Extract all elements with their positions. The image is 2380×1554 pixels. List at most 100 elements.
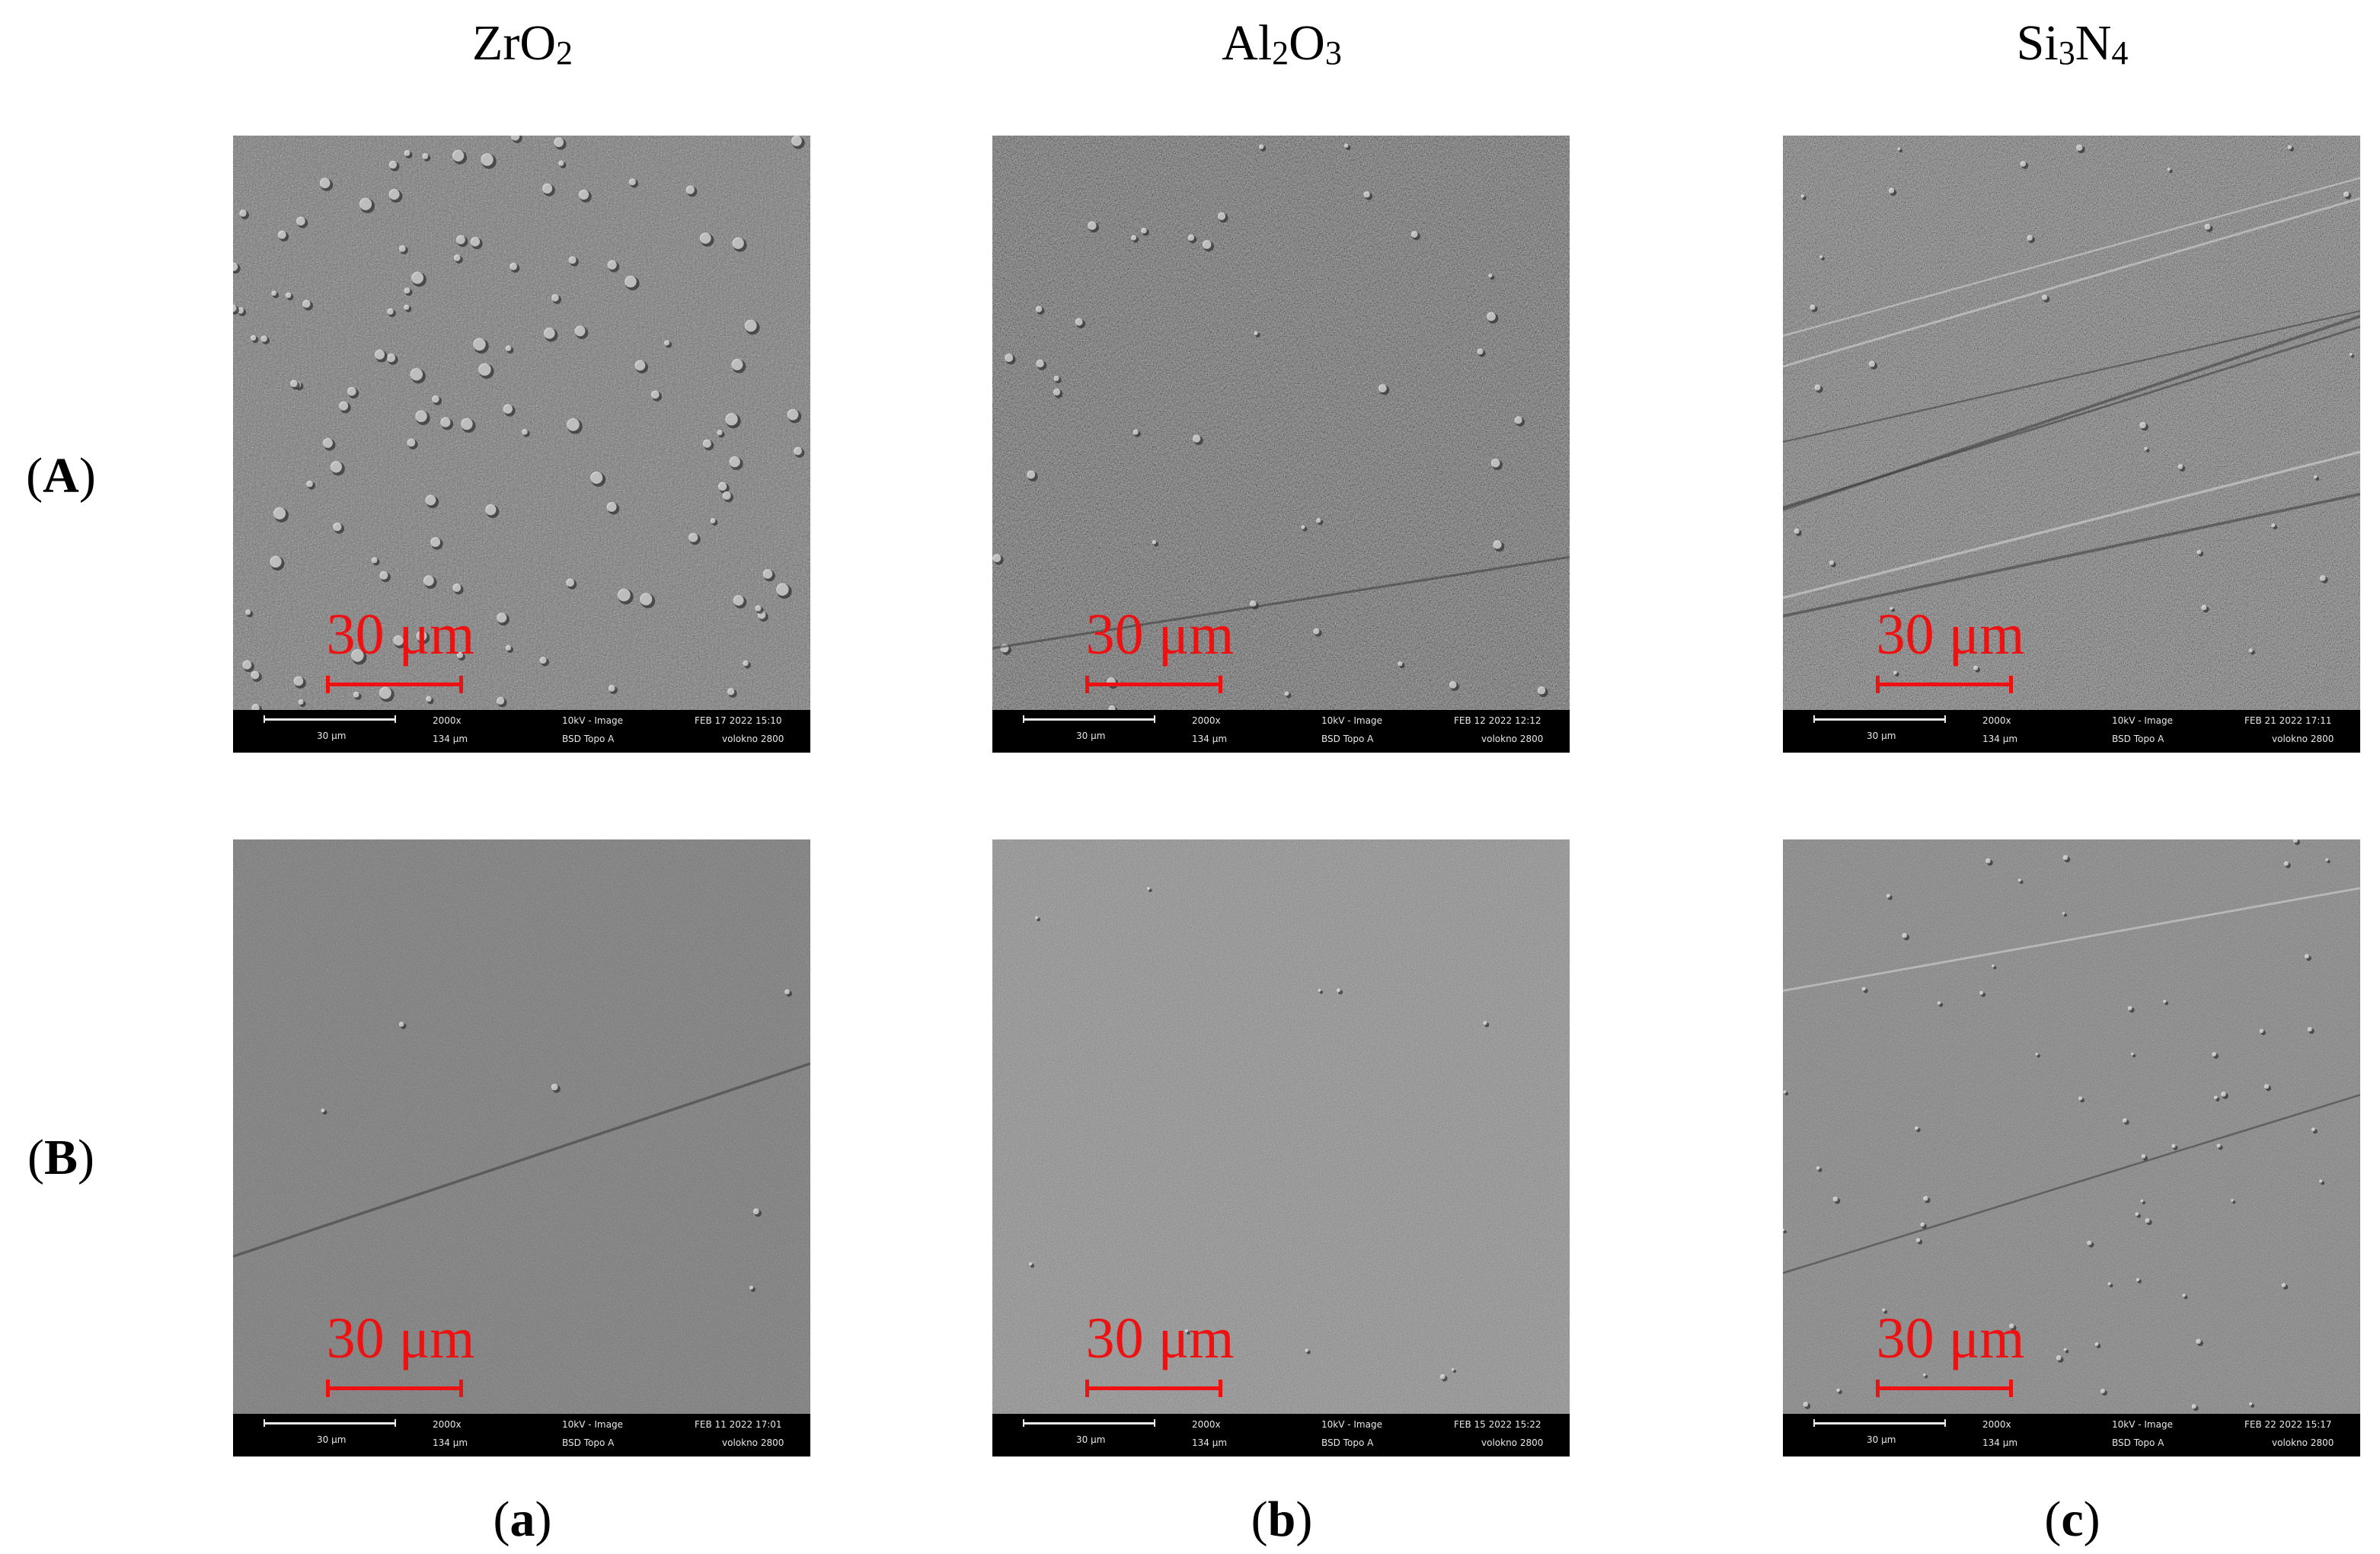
surface-particle <box>404 150 413 158</box>
surface-particle <box>2307 1027 2315 1034</box>
surface-particle <box>522 429 530 437</box>
surface-particle <box>2248 648 2255 655</box>
surface-particle <box>347 386 359 399</box>
sem-micrograph: 30 μm <box>233 136 810 710</box>
surface-particle <box>1514 416 1525 427</box>
surface-particle <box>1439 1373 1448 1382</box>
surface-particle <box>2182 1293 2188 1300</box>
info-scale-label: 30 μm <box>1076 1434 1106 1445</box>
surface-particle <box>1829 560 1836 568</box>
surface-particle <box>251 703 263 710</box>
info-field-width: 134 μm <box>1192 1437 1228 1448</box>
polishing-scratch <box>1783 310 2360 443</box>
surface-particle <box>2248 1402 2255 1408</box>
info-scale-label: 30 μm <box>317 1434 347 1445</box>
surface-particle <box>1803 1402 1811 1409</box>
surface-particle <box>2167 168 2173 174</box>
sem-info-bar: 30 μm 2000x 134 μm 10kV - Image BSD Topo A FE… <box>1783 1414 2360 1456</box>
surface-particle <box>663 340 672 348</box>
surface-particle <box>1410 231 1420 241</box>
surface-particle <box>578 189 592 203</box>
surface-particle <box>485 504 500 519</box>
surface-particle <box>2304 954 2311 961</box>
surface-particle <box>511 136 522 143</box>
scale-bar-line <box>1876 1380 2013 1397</box>
surface-particle <box>2281 1283 2289 1290</box>
surface-particle <box>285 292 294 301</box>
surface-particle <box>2056 1355 2064 1363</box>
scale-bar: 30 μm <box>1076 1304 1244 1414</box>
info-mode: 10kV - Image <box>562 1419 623 1430</box>
surface-particle <box>1985 858 1993 866</box>
surface-particle <box>725 413 741 429</box>
surface-particle <box>1449 681 1459 692</box>
surface-particle <box>2343 191 2352 200</box>
scale-bar-line <box>1085 676 1222 693</box>
surface-particle <box>1477 348 1486 357</box>
surface-particle <box>762 569 775 582</box>
info-date: FEB 12 2022 12:12 <box>1454 715 1541 726</box>
info-magnification: 2000x <box>1192 1419 1221 1430</box>
scale-bar-line <box>326 676 463 693</box>
surface-particle <box>743 660 751 669</box>
scale-bar-line <box>1876 676 2013 693</box>
surface-particle <box>250 334 259 344</box>
surface-particle <box>1184 1329 1190 1335</box>
surface-particle <box>251 670 262 683</box>
info-date: FEB 15 2022 15:22 <box>1454 1419 1541 1430</box>
surface-particle <box>273 507 289 523</box>
surface-particle <box>543 328 558 342</box>
surface-particle <box>1363 191 1373 200</box>
polishing-scratch <box>233 1062 810 1258</box>
surface-particle <box>1343 143 1351 151</box>
surface-particle <box>319 177 334 191</box>
polishing-scratch <box>1783 325 2360 509</box>
surface-particle <box>1800 194 1807 200</box>
surface-particle <box>2009 1323 2017 1332</box>
info-sample-name: volokno 2800 <box>1481 1437 1544 1448</box>
surface-particle <box>2063 1348 2069 1354</box>
surface-particle <box>2062 912 2068 917</box>
surface-particle <box>2140 1199 2146 1205</box>
surface-particle <box>607 260 620 273</box>
surface-particle <box>688 532 701 545</box>
surface-particle <box>1819 255 1826 261</box>
surface-particle <box>242 660 254 673</box>
surface-particle <box>1937 1001 1944 1007</box>
surface-particle <box>2144 446 2150 452</box>
surface-particle <box>233 304 240 315</box>
surface-particle <box>478 363 494 379</box>
surface-particle <box>302 299 314 311</box>
surface-particle <box>574 325 589 340</box>
sem-micrograph: 30 μm <box>992 839 1570 1414</box>
surface-particle <box>404 304 412 312</box>
info-field-width: 134 μm <box>1982 734 2018 744</box>
surface-particle <box>473 337 489 354</box>
surface-particle <box>606 501 620 515</box>
surface-particle <box>1922 1373 1928 1379</box>
surface-particle <box>731 358 746 373</box>
surface-particle <box>1897 147 1903 153</box>
info-detector: BSD Topo A <box>1321 734 1374 744</box>
surface-particle <box>749 1285 756 1292</box>
surface-particle <box>404 287 413 296</box>
info-sample-name: volokno 2800 <box>1481 734 1544 744</box>
info-detector: BSD Topo A <box>2112 734 2164 744</box>
surface-particle <box>293 676 306 689</box>
polishing-scratch <box>1783 177 2360 337</box>
surface-particle <box>1316 518 1324 526</box>
surface-particle <box>1882 1308 1888 1314</box>
scale-bar: 30 μm <box>317 600 484 710</box>
surface-particle <box>497 612 510 626</box>
surface-particle <box>1318 989 1324 994</box>
surface-particle <box>1886 894 1893 900</box>
surface-particle <box>1493 540 1505 552</box>
info-sample-name: volokno 2800 <box>722 734 784 744</box>
surface-particle <box>2171 1143 2178 1150</box>
surface-particle <box>1814 384 1823 393</box>
surface-particle <box>371 557 380 566</box>
surface-particle <box>2145 1218 2152 1226</box>
surface-particle <box>554 137 567 150</box>
surface-particle <box>379 571 391 583</box>
surface-particle <box>685 185 698 197</box>
